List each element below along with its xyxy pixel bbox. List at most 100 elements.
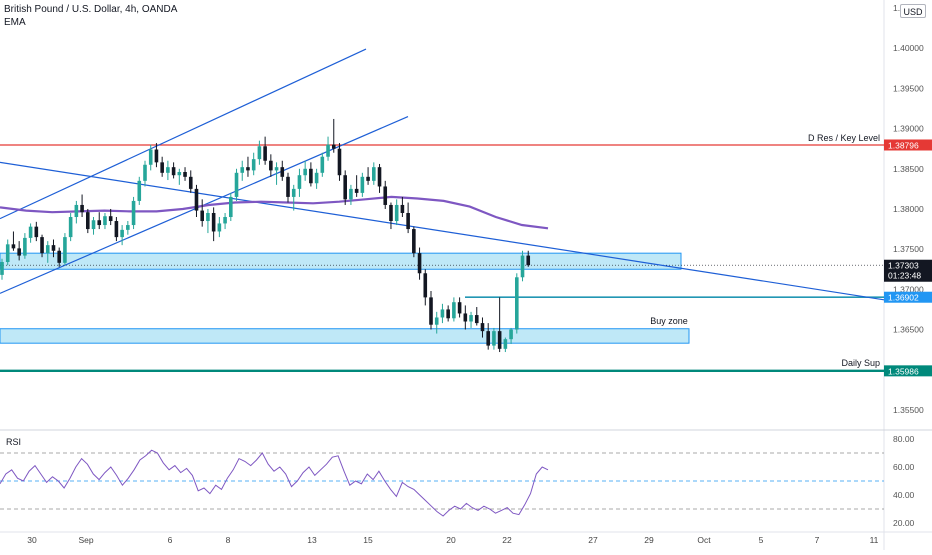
channel-upper-line bbox=[0, 48, 367, 220]
rsi-line bbox=[0, 449, 549, 517]
candle-body bbox=[446, 309, 450, 319]
candle-body bbox=[280, 167, 285, 177]
x-tick-label: 6 bbox=[168, 535, 173, 545]
y-tick-label: 1.37000 bbox=[893, 284, 924, 294]
y-tick-label: 1.35500 bbox=[893, 405, 924, 415]
candle-body bbox=[63, 237, 67, 263]
x-tick-label: 29 bbox=[644, 535, 654, 545]
candle-body bbox=[234, 172, 239, 197]
candle-body bbox=[120, 229, 124, 238]
resistance-label: D Res / Key Level bbox=[808, 133, 880, 143]
resistance-price-tag-bg bbox=[884, 139, 932, 151]
candle-body bbox=[463, 313, 468, 322]
candle-body bbox=[34, 226, 39, 238]
level-price-tag-bg bbox=[884, 291, 932, 303]
candle-body bbox=[274, 167, 279, 171]
candle-body bbox=[417, 253, 422, 274]
candle-body bbox=[326, 144, 330, 157]
candle-body bbox=[40, 237, 44, 254]
candle-body bbox=[429, 297, 433, 325]
candle-body bbox=[211, 212, 216, 232]
candle-body bbox=[23, 237, 27, 256]
candle-body bbox=[372, 167, 376, 181]
candle-body bbox=[97, 220, 102, 226]
candle-body bbox=[108, 216, 113, 222]
candle-body bbox=[188, 176, 193, 189]
candle-body bbox=[223, 217, 227, 224]
candle-body bbox=[349, 188, 353, 200]
support-label: Daily Sup bbox=[841, 358, 880, 368]
candle-body bbox=[526, 255, 531, 266]
x-tick-label: 13 bbox=[307, 535, 317, 545]
candle-body bbox=[497, 331, 502, 349]
candle-body bbox=[520, 255, 525, 278]
candle-body bbox=[114, 221, 119, 238]
candle-body bbox=[17, 248, 21, 256]
y-tick-label: 1.37500 bbox=[893, 244, 924, 254]
x-tick-label: 5 bbox=[759, 535, 764, 545]
y-tick-label: 1.36500 bbox=[893, 325, 924, 335]
x-tick-label: 15 bbox=[363, 535, 373, 545]
candle-body bbox=[286, 176, 290, 197]
rsi-tick-label: 40.00 bbox=[893, 490, 915, 500]
candle-body bbox=[160, 162, 164, 173]
x-tick-label: Sep bbox=[78, 535, 93, 545]
candle-body bbox=[143, 164, 147, 181]
x-tick-label: 27 bbox=[588, 535, 598, 545]
x-tick-label: 11 bbox=[870, 535, 879, 545]
candle-body bbox=[263, 146, 267, 161]
candle-body bbox=[423, 273, 428, 298]
rsi-tick-label: 80.00 bbox=[893, 434, 915, 444]
candle-body bbox=[297, 175, 302, 189]
candle-body bbox=[194, 188, 199, 211]
candle-body bbox=[360, 176, 365, 193]
candle-body bbox=[5, 244, 10, 263]
candle-body bbox=[389, 204, 393, 222]
y-tick-label: 1.38000 bbox=[893, 204, 924, 214]
currency-button[interactable]: USD bbox=[900, 4, 926, 18]
candle-body bbox=[217, 223, 222, 232]
y-tick-label: 1.40000 bbox=[893, 43, 924, 53]
candle-body bbox=[492, 331, 496, 346]
candle-body bbox=[269, 160, 273, 171]
candle-body bbox=[474, 315, 479, 324]
x-tick-label: 20 bbox=[446, 535, 456, 545]
candle-body bbox=[457, 302, 462, 314]
candle-body bbox=[68, 217, 73, 238]
candle-body bbox=[320, 156, 325, 173]
candle-body bbox=[229, 196, 233, 218]
candle-body bbox=[86, 212, 90, 230]
ema-line bbox=[0, 195, 549, 230]
candle-body bbox=[154, 149, 159, 163]
x-tick-label: Oct bbox=[697, 535, 711, 545]
chart-legend: British Pound / U.S. Dollar, 4h, OANDA E… bbox=[4, 3, 177, 29]
candle-body bbox=[480, 323, 485, 332]
candle-body bbox=[91, 220, 96, 230]
candle-body bbox=[51, 245, 56, 251]
candle-body bbox=[486, 331, 490, 346]
candle-body bbox=[303, 168, 307, 176]
x-tick-label: 7 bbox=[815, 535, 820, 545]
candle-body bbox=[126, 225, 130, 230]
ema-indicator-label[interactable]: EMA bbox=[4, 17, 26, 28]
candle-body bbox=[11, 244, 16, 249]
candle-body bbox=[148, 149, 153, 165]
current-price-tag-countdown: 01:23:48 bbox=[888, 271, 921, 281]
y-tick-label: 1.39500 bbox=[893, 83, 924, 93]
y-tick-label: 1.38500 bbox=[893, 164, 924, 174]
candle-body bbox=[246, 167, 250, 171]
support-price-tag-bg bbox=[884, 365, 932, 377]
candle-body bbox=[412, 229, 416, 254]
candle-body bbox=[206, 212, 210, 222]
zone-rect bbox=[0, 328, 690, 344]
candle-body bbox=[377, 167, 382, 187]
candle-body bbox=[469, 315, 473, 322]
candle-body bbox=[515, 277, 519, 330]
candle-body bbox=[74, 204, 79, 218]
x-tick-label: 8 bbox=[226, 535, 231, 545]
candle-body bbox=[257, 146, 262, 160]
candle-body bbox=[400, 204, 405, 213]
